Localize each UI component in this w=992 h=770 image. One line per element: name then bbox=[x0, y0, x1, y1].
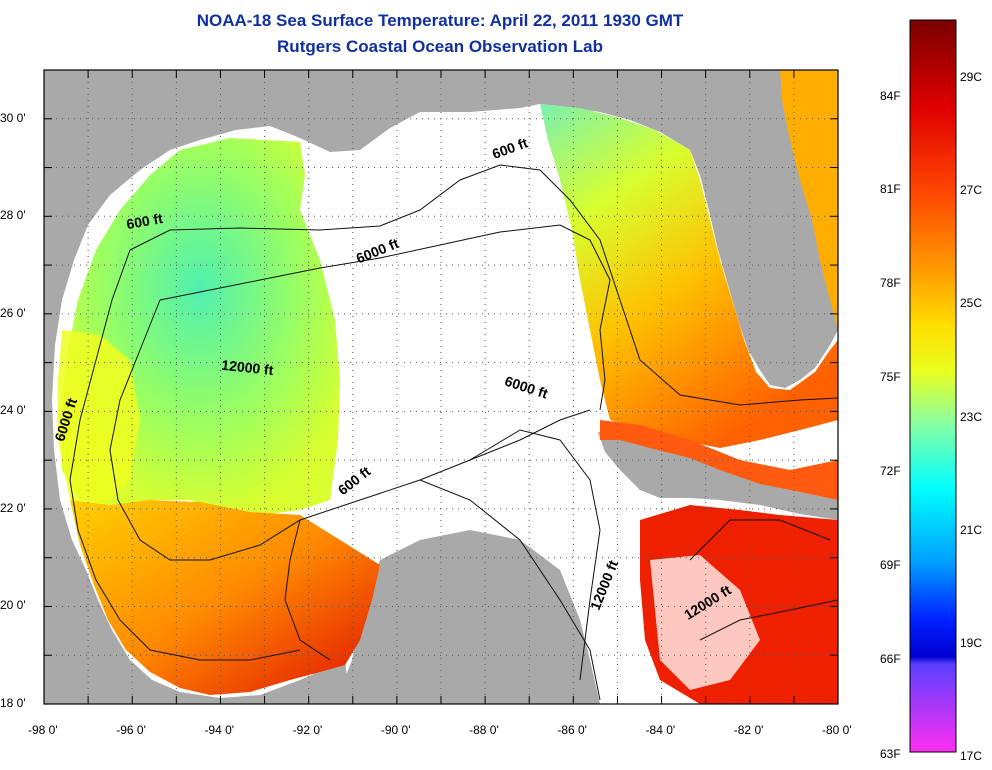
colorbar-f-label: 66F bbox=[880, 652, 901, 666]
latitude-label: 30 0' bbox=[0, 110, 26, 125]
map-subtitle: Rutgers Coastal Ocean Observation Lab bbox=[277, 37, 603, 56]
latitude-label: 26 0' bbox=[0, 305, 26, 320]
land-florida bbox=[538, 70, 838, 388]
sst-atlantic-east bbox=[780, 70, 838, 330]
latitude-label: 22 0' bbox=[0, 500, 26, 515]
latitude-label: 24 0' bbox=[0, 403, 26, 418]
latitude-label: 28 0' bbox=[0, 208, 26, 223]
latitude-label: 20 0' bbox=[0, 598, 26, 613]
colorbar bbox=[909, 19, 957, 753]
longitude-label: -82 0' bbox=[733, 723, 764, 737]
axis-ticks bbox=[43, 69, 839, 705]
contour-label: 12000 ft bbox=[221, 357, 275, 378]
colorbar-f-label: 81F bbox=[880, 182, 901, 196]
map-title: NOAA-18 Sea Surface Temperature: April 2… bbox=[196, 11, 684, 30]
colorbar-f-label: 84F bbox=[880, 89, 901, 103]
graticule bbox=[44, 70, 838, 704]
sst-caribbean-clouds bbox=[650, 555, 760, 690]
longitude-label: -80 0' bbox=[822, 723, 852, 737]
latitude-label: 18 0' bbox=[0, 696, 26, 710]
colorbar-c-label: 19C bbox=[960, 636, 983, 650]
land-north-west bbox=[44, 70, 540, 704]
colorbar-f-label: 75F bbox=[880, 370, 901, 384]
colorbar-c-label: 29C bbox=[960, 70, 983, 84]
land-cuba bbox=[598, 428, 838, 520]
longitude-label: -88 0' bbox=[469, 723, 499, 737]
sst-south-gulf bbox=[70, 500, 380, 695]
sst-west-coast-yellow bbox=[58, 330, 140, 510]
colorbar-c-label: 25C bbox=[960, 296, 983, 310]
colorbar-f-label: 72F bbox=[880, 464, 901, 478]
colorbar-c-label: 27C bbox=[960, 183, 983, 197]
colorbar-c-label: 23C bbox=[960, 410, 983, 424]
longitude-label: -98 0' bbox=[28, 723, 58, 737]
colorbar-c-label: 17C bbox=[960, 749, 983, 763]
colorbar-f-label: 63F bbox=[880, 747, 901, 761]
longitude-label: -96 0' bbox=[116, 723, 146, 737]
sst-straits bbox=[600, 420, 838, 500]
longitude-label: -86 0' bbox=[557, 723, 587, 737]
colorbar-c-label: 21C bbox=[960, 523, 983, 537]
longitude-label: -90 0' bbox=[380, 723, 411, 737]
longitude-label: -92 0' bbox=[292, 723, 323, 737]
colorbar-f-label: 69F bbox=[880, 558, 901, 572]
land-yucatan bbox=[330, 530, 600, 704]
isobaths bbox=[69, 164, 838, 701]
contour-label: 600 ft bbox=[125, 210, 164, 232]
sst-florida-shelf bbox=[540, 104, 838, 448]
longitude-label: -94 0' bbox=[204, 723, 235, 737]
longitude-label: -84 0' bbox=[645, 723, 676, 737]
colorbar-f-label: 78F bbox=[880, 276, 901, 290]
